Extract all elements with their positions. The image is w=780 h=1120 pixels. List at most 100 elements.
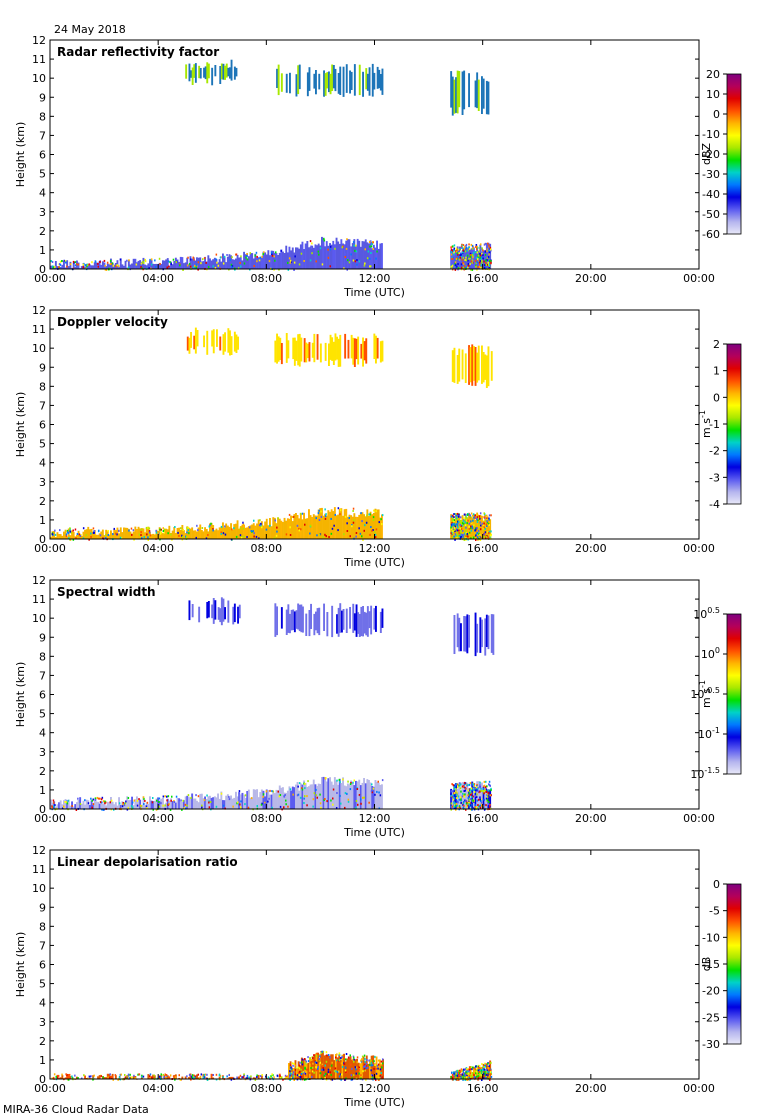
speckle bbox=[350, 1078, 353, 1081]
data-cell bbox=[282, 787, 284, 809]
speckle bbox=[453, 801, 455, 804]
speckle bbox=[344, 806, 346, 809]
y-tick-label: 3 bbox=[39, 206, 46, 219]
speckle bbox=[200, 1073, 203, 1076]
data-cell bbox=[322, 515, 325, 539]
speckle bbox=[475, 534, 477, 537]
data-cell bbox=[375, 605, 377, 632]
speckle bbox=[351, 1067, 353, 1070]
speckle bbox=[289, 534, 292, 536]
data-cell bbox=[238, 792, 241, 809]
speckle bbox=[479, 538, 482, 541]
feature-near-surface-echo bbox=[450, 1060, 493, 1081]
data-cell bbox=[54, 261, 57, 269]
speckle bbox=[456, 806, 459, 809]
data-cell bbox=[363, 611, 366, 634]
speckle bbox=[467, 789, 469, 792]
speckle bbox=[473, 524, 475, 527]
speckle bbox=[233, 527, 235, 530]
speckle bbox=[453, 529, 456, 532]
speckle bbox=[468, 1076, 470, 1079]
speckle bbox=[120, 1073, 122, 1076]
speckle bbox=[178, 1074, 180, 1077]
speckle bbox=[326, 800, 328, 803]
data-cell bbox=[324, 777, 327, 809]
speckle bbox=[483, 798, 485, 801]
data-cell bbox=[226, 525, 229, 539]
speckle bbox=[467, 1072, 470, 1074]
data-cell bbox=[325, 241, 328, 269]
data-cell bbox=[453, 347, 456, 383]
data-cell bbox=[476, 623, 479, 653]
speckle bbox=[327, 1068, 330, 1071]
data-cell bbox=[217, 530, 219, 539]
speckle bbox=[206, 794, 208, 797]
speckle bbox=[361, 1055, 364, 1058]
speckle bbox=[107, 534, 110, 536]
speckle bbox=[304, 787, 306, 790]
data-cell bbox=[209, 523, 211, 539]
speckle bbox=[165, 1077, 167, 1080]
speckle bbox=[231, 528, 233, 531]
data-cell bbox=[187, 264, 190, 269]
speckle bbox=[299, 1076, 302, 1078]
data-cell bbox=[280, 607, 283, 629]
data-cell bbox=[220, 597, 223, 626]
speckle bbox=[469, 533, 471, 536]
data-cell bbox=[313, 1054, 316, 1079]
speckle bbox=[463, 517, 465, 520]
speckle bbox=[381, 779, 384, 782]
speckle bbox=[458, 1077, 460, 1080]
data-cell bbox=[113, 264, 116, 269]
data-cell bbox=[348, 239, 351, 269]
speckle bbox=[336, 1053, 338, 1056]
speckle bbox=[195, 536, 197, 539]
speckle bbox=[236, 802, 238, 805]
colorbar-tick-label: -3 bbox=[709, 471, 720, 484]
data-cell bbox=[74, 266, 77, 269]
speckle bbox=[317, 250, 320, 253]
speckle bbox=[455, 523, 457, 526]
speckle bbox=[481, 1079, 483, 1081]
data-cell bbox=[225, 262, 228, 269]
speckle bbox=[454, 802, 456, 805]
speckle bbox=[127, 806, 129, 809]
speckle bbox=[470, 260, 473, 263]
speckle bbox=[174, 1076, 177, 1079]
speckle bbox=[477, 1072, 480, 1075]
data-cell bbox=[340, 239, 343, 269]
speckle bbox=[355, 1072, 357, 1075]
data-cell bbox=[217, 793, 219, 809]
speckle bbox=[486, 796, 489, 799]
speckle bbox=[377, 1063, 380, 1066]
data-cell bbox=[194, 260, 197, 269]
speckle bbox=[488, 518, 490, 521]
data-cell bbox=[305, 342, 308, 363]
data-cell bbox=[105, 266, 108, 269]
speckle bbox=[456, 804, 458, 807]
y-tick-label: 6 bbox=[39, 689, 46, 702]
speckle bbox=[484, 537, 487, 539]
data-cell bbox=[181, 1076, 184, 1079]
data-cell bbox=[260, 789, 263, 809]
speckle bbox=[478, 250, 481, 253]
data-cell bbox=[338, 1054, 341, 1079]
data-cell bbox=[276, 333, 278, 364]
data-cell bbox=[87, 800, 90, 809]
speckle bbox=[479, 796, 481, 799]
speckle bbox=[346, 792, 348, 795]
speckle bbox=[326, 1073, 328, 1076]
speckle bbox=[347, 259, 349, 262]
speckle bbox=[470, 516, 472, 519]
feature-ice-cloud bbox=[274, 603, 384, 638]
speckle bbox=[151, 801, 154, 804]
data-cell bbox=[142, 796, 145, 809]
speckle bbox=[227, 258, 229, 261]
speckle bbox=[335, 807, 338, 809]
speckle bbox=[273, 268, 275, 271]
speckle bbox=[193, 1074, 195, 1077]
speckle bbox=[114, 1074, 117, 1077]
data-cell bbox=[350, 334, 353, 359]
data-cell bbox=[376, 509, 378, 539]
